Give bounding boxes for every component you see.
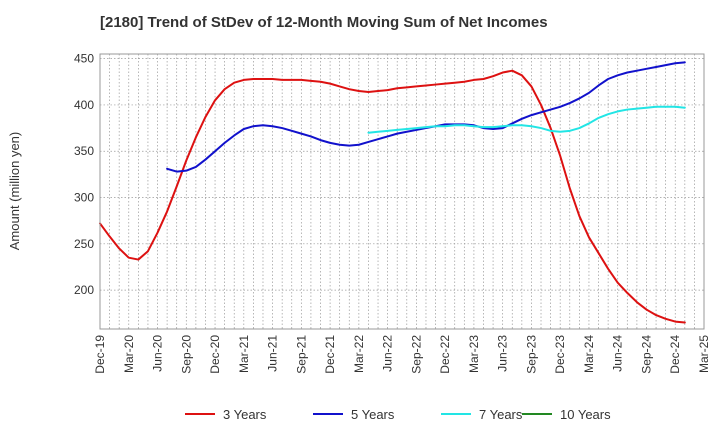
series-lines [99,61,686,324]
x-tick-label: Mar-24 [582,335,596,373]
x-tick-label: Dec-20 [208,335,222,374]
x-tick-label: Jun-20 [151,335,165,372]
x-tick-label: Dec-19 [93,335,107,374]
legend: 3 Years 5 Years 7 Years 10 Years [185,407,611,422]
x-tick-label: Mar-25 [697,335,711,373]
x-tick-label: Sep-22 [409,335,423,374]
x-tick-label: Jun-21 [266,335,280,372]
x-tick-label: Mar-22 [352,335,366,373]
x-tick-label: Dec-21 [323,335,337,374]
x-tick-label: Sep-21 [294,335,308,374]
grid-lines [99,54,705,329]
x-tick-label: Sep-23 [524,335,538,374]
series-line-3-years [99,69,686,324]
y-axis-title: Amount (million yen) [7,132,22,251]
y-tick-label: 250 [74,237,94,251]
x-tick-label: Mar-23 [467,335,481,373]
legend-label: 3 Years [223,407,267,422]
y-tick-labels: 200 250 300 350 400 450 [74,52,94,297]
y-tick-label: 400 [74,98,94,112]
series-line-7-years [367,105,686,134]
x-tick-label: Dec-24 [668,335,682,374]
y-tick-label: 350 [74,144,94,158]
y-tick-label: 300 [74,191,94,205]
x-tick-label: Sep-24 [639,335,653,374]
legend-label: 7 Years [479,407,523,422]
x-tick-label: Mar-21 [237,335,251,373]
x-tick-label: Jun-24 [611,335,625,372]
y-tick-label: 450 [74,52,94,66]
x-tick-labels: Dec-19 Mar-20 Jun-20 Sep-20 Dec-20 Mar-21 Jun-… [93,335,711,374]
x-tick-label: Sep-20 [179,335,193,374]
x-tick-label: Jun-22 [381,335,395,372]
x-tick-label: Jun-23 [496,335,510,372]
legend-label: 5 Years [351,407,395,422]
plot-frame [99,53,705,330]
chart-title: [2180] Trend of StDev of 12-Month Moving… [100,14,548,31]
x-tick-label: Dec-23 [553,335,567,374]
x-tick-label: Mar-20 [122,335,136,373]
x-tick-label: Dec-22 [438,335,452,374]
y-tick-label: 200 [74,283,94,297]
legend-label: 10 Years [560,407,611,422]
